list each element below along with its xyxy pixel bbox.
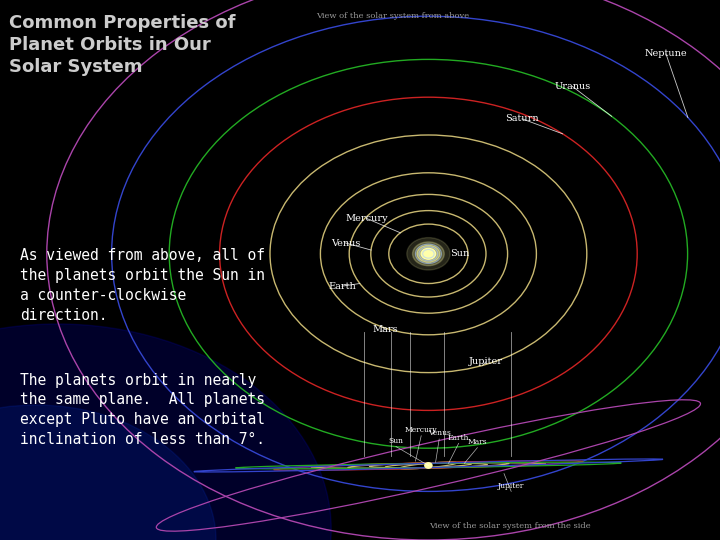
Text: Sun: Sun [450,249,469,258]
Text: Saturn: Saturn [505,114,539,123]
Circle shape [421,248,436,259]
Text: As viewed from above, all of
the planets orbit the Sun in
a counter-clockwise
di: As viewed from above, all of the planets… [20,248,265,323]
Text: Mars: Mars [467,438,487,446]
Text: Sun: Sun [389,437,403,445]
Text: Earth: Earth [328,282,356,291]
Text: Venus: Venus [428,429,451,437]
Text: View of the solar system from the side: View of the solar system from the side [429,522,590,530]
Text: Mercury: Mercury [346,214,389,223]
Text: Venus: Venus [331,239,360,247]
Text: Mars: Mars [372,325,398,334]
Text: Earth: Earth [448,434,469,442]
Circle shape [417,245,440,262]
Text: Neptune: Neptune [644,50,688,58]
Circle shape [425,463,432,468]
Circle shape [0,324,331,540]
Circle shape [0,405,216,540]
Circle shape [413,242,444,266]
Text: Jupiter: Jupiter [469,357,503,366]
Text: Jupiter: Jupiter [498,482,524,490]
Text: Uranus: Uranus [554,82,590,91]
Text: View of the solar system from above: View of the solar system from above [316,12,469,20]
Text: The planets orbit in nearly
the same plane.  All planets
except Pluto have an or: The planets orbit in nearly the same pla… [20,373,265,447]
Circle shape [407,238,450,270]
Text: Mercury: Mercury [405,426,438,434]
Text: Common Properties of
Planet Orbits in Our
Solar System: Common Properties of Planet Orbits in Ou… [9,14,235,76]
